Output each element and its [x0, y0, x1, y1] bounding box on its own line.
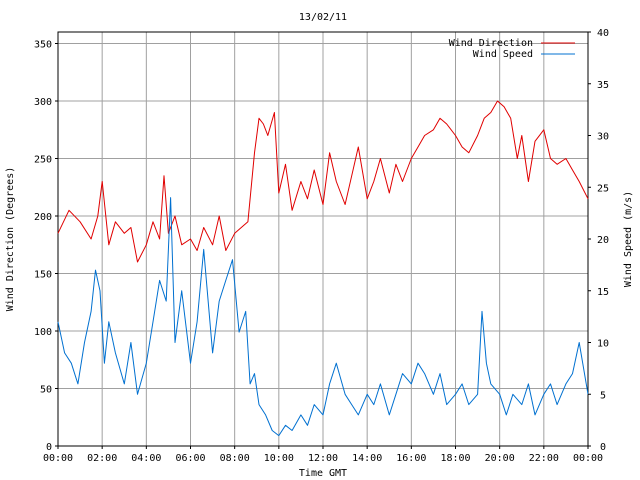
y-tick-label: 100 [34, 327, 52, 338]
y-tick-label: 150 [34, 270, 52, 281]
x-tick-label: 00:00 [573, 453, 603, 464]
y2-axis-label: Wind Speed (m/s) [623, 191, 634, 287]
x-tick-label: 02:00 [87, 453, 117, 464]
x-tick-label: 10:00 [264, 453, 294, 464]
y2-tick-label: 30 [597, 132, 609, 143]
x-tick-label: 16:00 [396, 453, 426, 464]
x-tick-label: 12:00 [308, 453, 338, 464]
x-tick-label: 06:00 [175, 453, 205, 464]
x-tick-label: 00:00 [43, 453, 73, 464]
x-tick-label: 04:00 [131, 453, 161, 464]
speed-series-line [57, 197, 589, 437]
y-tick-label: 350 [34, 40, 52, 51]
x-tick-label: 20:00 [485, 453, 515, 464]
x-tick-label: 08:00 [220, 453, 250, 464]
x-tick-label: 18:00 [440, 453, 470, 464]
legend-label-direction: Wind Direction [449, 38, 533, 49]
y2-tick-label: 15 [597, 287, 609, 298]
x-tick-label: 22:00 [529, 453, 559, 464]
y-tick-label: 200 [34, 212, 52, 223]
y-tick-label: 50 [40, 385, 52, 396]
y2-tick-label: 20 [597, 235, 609, 246]
x-tick-label: 14:00 [352, 453, 382, 464]
y-tick-label: 250 [34, 155, 52, 166]
y-tick-label: 300 [34, 97, 52, 108]
grid-lines [58, 32, 588, 446]
y2-tick-label: 35 [597, 80, 609, 91]
y2-tick-label: 0 [600, 442, 606, 453]
direction-series-line [57, 100, 589, 263]
y2-tick-label: 5 [600, 390, 606, 401]
y2-tick-label: 40 [597, 28, 609, 39]
chart-title: 13/02/11 [299, 12, 347, 23]
legend-label-speed: Wind Speed [473, 49, 533, 60]
x-axis-label: Time GMT [299, 468, 347, 479]
y-tick-label: 0 [46, 442, 52, 453]
legend: Wind Direction Wind Speed [449, 38, 575, 60]
y2-tick-label: 10 [597, 339, 609, 350]
y2-tick-label: 25 [597, 183, 609, 194]
series-layer [57, 100, 589, 437]
tick-labels: 00:00 02:00 04:00 06:00 08:00 10:00 12:00 14:00… [34, 28, 609, 464]
y-axis-label: Wind Direction (Degrees) [5, 167, 16, 312]
